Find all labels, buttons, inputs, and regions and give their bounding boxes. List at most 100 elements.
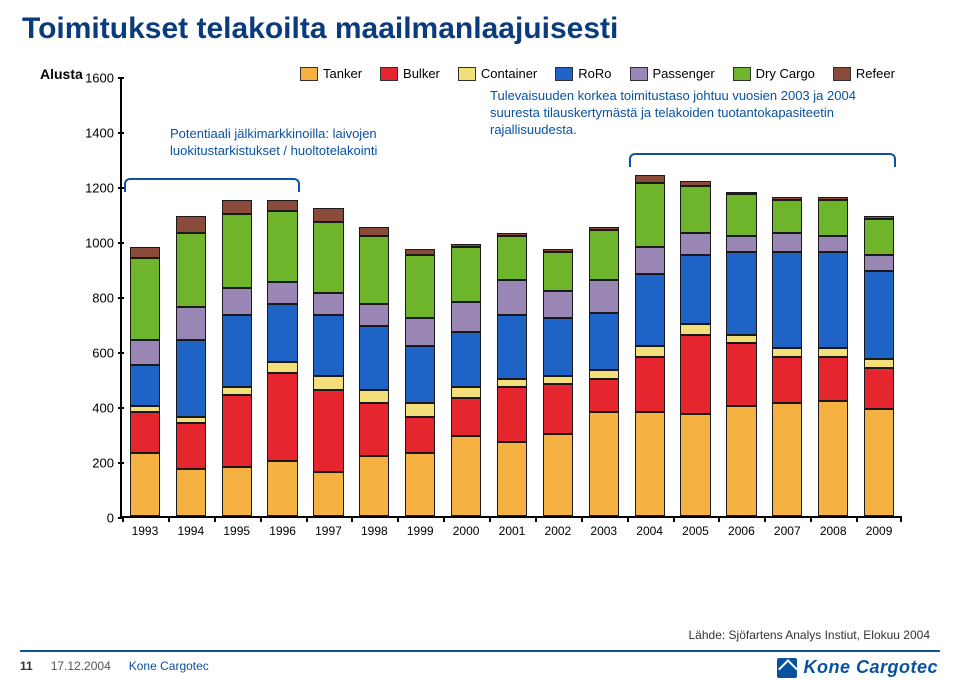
bar-segment	[267, 304, 297, 362]
bar-segment	[726, 252, 756, 335]
bar	[313, 208, 343, 516]
ytick-label: 1400	[70, 126, 114, 141]
bar	[222, 200, 252, 516]
bar-segment	[497, 236, 527, 280]
bar-segment	[359, 403, 389, 455]
ytick-label: 1000	[70, 236, 114, 251]
bar-segment	[222, 200, 252, 214]
xtick-mark	[443, 516, 445, 522]
bar-segment	[864, 409, 894, 516]
bar-segment	[451, 302, 481, 332]
bar-segment	[818, 348, 848, 356]
bar-segment	[313, 293, 343, 315]
bar-segment	[176, 469, 206, 516]
xtick-mark	[306, 516, 308, 522]
bar-segment	[222, 288, 252, 316]
bar-segment	[405, 346, 435, 404]
ytick-mark	[118, 132, 124, 134]
xtick-mark	[764, 516, 766, 522]
bar-segment	[359, 227, 389, 235]
bar-segment	[130, 258, 160, 341]
xtick-mark	[489, 516, 491, 522]
bar-segment	[267, 461, 297, 516]
bar-segment	[313, 222, 343, 294]
bar	[864, 216, 894, 516]
bar-segment	[772, 403, 802, 516]
bar-segment	[176, 233, 206, 307]
ytick-label: 1200	[70, 181, 114, 196]
logo-text: Kone Cargotec	[803, 657, 938, 678]
bar	[497, 233, 527, 516]
bar-segment	[543, 291, 573, 319]
bar	[680, 181, 710, 517]
xtick-mark	[535, 516, 537, 522]
bar-segment	[726, 236, 756, 253]
bar-segment	[176, 417, 206, 423]
bar	[176, 216, 206, 516]
bar-segment	[635, 247, 665, 275]
bar-segment	[130, 247, 160, 258]
ytick-mark	[118, 462, 124, 464]
ytick-mark	[118, 77, 124, 79]
xtick-label: 1998	[353, 524, 395, 538]
bar-segment	[864, 255, 894, 272]
bar-segment	[451, 436, 481, 516]
ytick-label: 200	[70, 456, 114, 471]
bar-segment	[313, 390, 343, 473]
bar	[359, 227, 389, 516]
bar-segment	[726, 335, 756, 343]
bar-segment	[589, 227, 619, 230]
bar-segment	[772, 200, 802, 233]
bar-segment	[635, 346, 665, 357]
bar-segment	[680, 186, 710, 233]
xtick-label: 2004	[629, 524, 671, 538]
bar-segment	[267, 211, 297, 283]
bar-segment	[497, 379, 527, 387]
chart-area: Alusta TankerBulkerContainerRoRoPassenge…	[70, 70, 910, 550]
bar-segment	[772, 348, 802, 356]
bar-segment	[772, 197, 802, 200]
xtick-mark	[581, 516, 583, 522]
bar	[405, 249, 435, 516]
bar-segment	[497, 233, 527, 236]
bar-segment	[313, 208, 343, 222]
bar-segment	[451, 387, 481, 398]
bar-segment	[864, 271, 894, 359]
bar-segment	[130, 406, 160, 412]
bar-segment	[222, 395, 252, 467]
bar-segment	[451, 332, 481, 387]
bar-segment	[359, 236, 389, 305]
bar-segment	[176, 423, 206, 470]
footer-date: 17.12.2004	[51, 659, 111, 673]
bar	[818, 197, 848, 516]
bar-segment	[359, 456, 389, 517]
xtick-label: 1993	[124, 524, 166, 538]
page-title: Toimitukset telakoilta maailmanlaajuises…	[0, 0, 960, 46]
ytick-label: 800	[70, 291, 114, 306]
bar-segment	[267, 373, 297, 461]
bar-segment	[818, 197, 848, 200]
ytick-mark	[118, 517, 124, 519]
bar	[589, 227, 619, 516]
bar-segment	[589, 370, 619, 378]
bar-segment	[359, 304, 389, 326]
xtick-label: 2007	[766, 524, 808, 538]
ytick-label: 1600	[70, 71, 114, 86]
bar-segment	[405, 255, 435, 318]
bar-segment	[772, 357, 802, 404]
bar-segment	[864, 359, 894, 367]
xtick-label: 1995	[216, 524, 258, 538]
bar-segment	[772, 233, 802, 252]
ytick-mark	[118, 242, 124, 244]
bar-segment	[222, 467, 252, 517]
ytick-mark	[118, 187, 124, 189]
bar-segment	[267, 200, 297, 211]
bar	[772, 197, 802, 516]
bar-segment	[864, 368, 894, 409]
bar-segment	[543, 249, 573, 252]
source-text: Lähde: Sjöfartens Analys Instiut, Elokuu…	[689, 628, 931, 642]
bar-segment	[818, 236, 848, 253]
xtick-label: 1999	[399, 524, 441, 538]
bar-segment	[130, 412, 160, 453]
bar	[267, 200, 297, 516]
